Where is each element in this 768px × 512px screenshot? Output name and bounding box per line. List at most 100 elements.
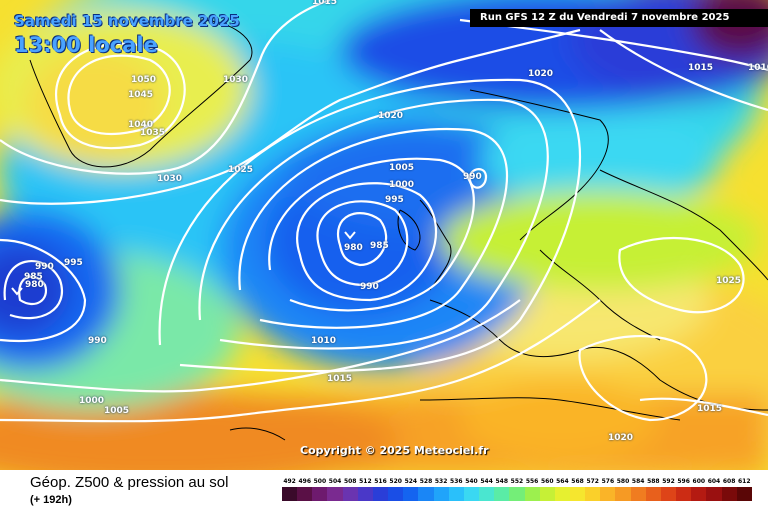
- scale-swatch: [721, 487, 737, 501]
- scale-label: 572: [586, 478, 599, 485]
- isobar-label: 1015: [697, 404, 723, 414]
- scale-label: 540: [465, 478, 478, 485]
- scale-swatch: [494, 487, 510, 501]
- scale-label: 556: [525, 478, 539, 485]
- isobar-label: 995: [385, 195, 404, 205]
- scale-label: 604: [707, 478, 721, 485]
- scale-label: 528: [419, 478, 433, 485]
- isobar-label: 990: [360, 282, 379, 292]
- isobar-label: 980: [25, 280, 44, 290]
- scale-bar: [282, 487, 752, 501]
- scale-label: 544: [480, 478, 493, 485]
- isobar-label: 1035: [140, 128, 166, 138]
- scale-label: 508: [343, 478, 357, 485]
- scale-swatch: [539, 487, 555, 501]
- scale-label: 520: [389, 478, 402, 485]
- copyright-notice: Copyright © 2025 Meteociel.fr: [300, 444, 489, 457]
- scale-label: 524: [404, 478, 418, 485]
- isobar-label: 995: [64, 258, 83, 268]
- scale-swatch: [585, 487, 601, 501]
- scale-swatch: [509, 487, 525, 501]
- scale-swatch: [357, 487, 373, 501]
- scale-label: 592: [662, 478, 675, 485]
- scale-swatch: [630, 487, 646, 501]
- isobar-label: 1025: [228, 165, 254, 175]
- scale-label: 588: [647, 478, 660, 485]
- isobar-label: 1005: [104, 406, 130, 416]
- scale-swatch: [569, 487, 586, 501]
- scale-swatch: [448, 487, 464, 501]
- isobar-label: 1005: [389, 163, 415, 173]
- isobar-label: 980: [344, 243, 363, 253]
- scale-label: 552: [510, 478, 524, 485]
- scale-label: 492: [283, 478, 296, 485]
- isobar-label: 1020: [608, 433, 634, 443]
- scale-swatch: [645, 487, 661, 501]
- scale-label: 576: [601, 478, 615, 485]
- scale-swatch: [479, 487, 495, 501]
- scale-swatch: [676, 487, 692, 501]
- scale-label: 500: [313, 478, 327, 485]
- scale-swatch: [372, 487, 389, 501]
- geopotential-field: [0, 0, 768, 470]
- isobar-label: 1000: [389, 180, 415, 190]
- scale-label: 560: [540, 478, 554, 485]
- scale-labels: 492 496 500 504 508 512 516 520 524 528 532 536 540 5…: [282, 478, 752, 485]
- isobar-label: 1015: [327, 374, 353, 384]
- isobar-label: 1030: [157, 174, 183, 184]
- isobar-label: 1030: [223, 75, 249, 85]
- scale-label: 564: [556, 478, 569, 485]
- scale-swatch: [736, 487, 752, 501]
- run-info: Run GFS 12 Z du Vendredi 7 novembre 2025: [470, 9, 768, 27]
- scale-label: 504: [328, 478, 342, 485]
- isobar-label: 1045: [128, 90, 154, 100]
- isobar-label: 1040: [128, 120, 154, 130]
- legend-title: Géop. Z500 & pression au sol: [30, 474, 229, 491]
- isobar-label: 1010: [311, 336, 337, 346]
- isobar-label: 1025: [716, 276, 742, 286]
- scale-swatch: [433, 487, 449, 501]
- scale-label: 580: [616, 478, 630, 485]
- low-pressure-centres: [11, 231, 356, 296]
- isobar-label: 985: [24, 272, 43, 282]
- scale-swatch: [660, 487, 677, 501]
- isobar-label: 1015: [312, 0, 338, 7]
- scale-label: 584: [631, 478, 645, 485]
- isobar-label: 1015: [688, 63, 714, 73]
- scale-swatch: [691, 487, 707, 501]
- scale-swatch: [388, 487, 404, 501]
- scale-swatch: [282, 487, 298, 501]
- isobar-label: 1050: [131, 75, 157, 85]
- scale-swatch: [418, 487, 434, 501]
- isobar-lines: [0, 0, 768, 423]
- scale-label: 496: [298, 478, 311, 485]
- forecast-date: Samedi 15 novembre 2025: [14, 12, 240, 30]
- scale-label: 612: [738, 478, 751, 485]
- isobar-label: 990: [88, 336, 107, 346]
- isobar-label: 1020: [528, 69, 554, 79]
- scale-swatch: [524, 487, 540, 501]
- scale-swatch: [327, 487, 343, 501]
- scale-swatch: [297, 487, 313, 501]
- scale-swatch: [615, 487, 631, 501]
- isobar-label: 985: [370, 241, 389, 251]
- color-scale: 492 496 500 504 508 512 516 520 524 528 532 536 540 5…: [282, 478, 752, 501]
- isobar-label: 990: [35, 262, 54, 272]
- scale-swatch: [554, 487, 570, 501]
- scale-label: 512: [359, 478, 372, 485]
- scale-swatch: [706, 487, 722, 501]
- scale-label: 532: [434, 478, 448, 485]
- isobar-label: 990: [463, 172, 482, 182]
- scale-label: 608: [722, 478, 736, 485]
- legend-subtitle: (+ 192h): [30, 494, 72, 506]
- scale-label: 596: [677, 478, 690, 485]
- isobar-label: 1000: [79, 396, 105, 406]
- scale-swatch: [463, 487, 480, 501]
- scale-label: 548: [495, 478, 509, 485]
- scale-label: 536: [450, 478, 463, 485]
- scale-swatch: [600, 487, 616, 501]
- forecast-time: 13:00 locale: [14, 33, 158, 57]
- isobar-label: 1010: [748, 63, 768, 73]
- scale-swatch: [403, 487, 419, 501]
- legend-panel: Géop. Z500 & pression au sol (+ 192h) 49…: [0, 470, 768, 512]
